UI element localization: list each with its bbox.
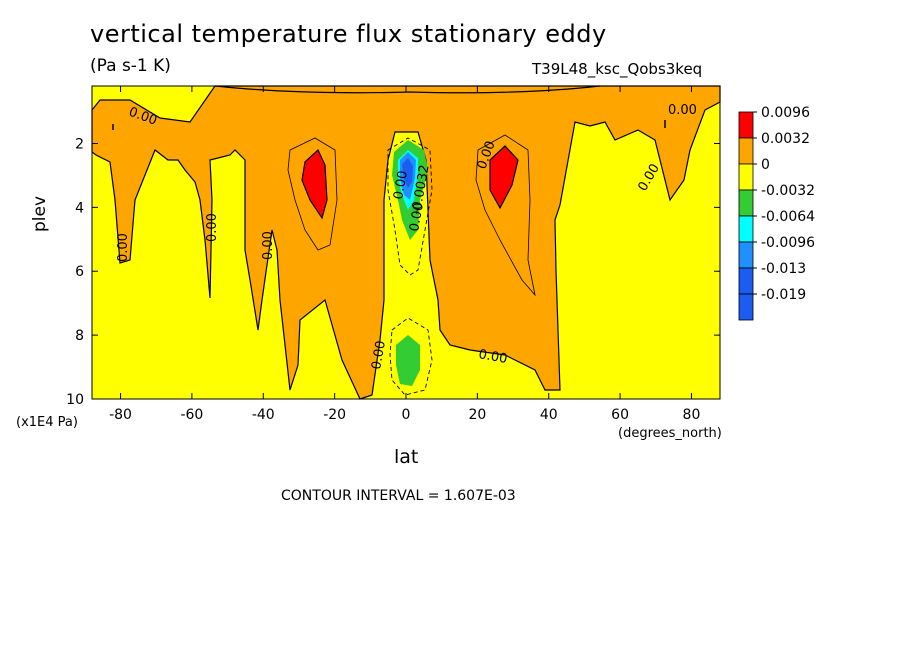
x-axis-units: (degrees_north) [618,426,722,441]
y-axis-label: plev [30,195,50,232]
legend-label: 0.0032 [761,131,810,147]
contour-label: 0.00 [668,103,697,118]
x-tick-label: -40 [252,407,275,423]
top-contour [214,85,601,94]
legend-swatch [738,189,754,217]
x-tick-label: -20 [323,407,346,423]
chart-title: vertical temperature flux stationary edd… [90,20,607,48]
contour-label: 0.00 [477,347,508,367]
legend-label: -0.0096 [761,235,815,251]
contour-interval-text: CONTOUR INTERVAL = 1.607E-03 [281,488,516,504]
contour-label: 0.00 [261,231,276,260]
y-tick-label: 6 [75,264,84,280]
legend-swatch [738,267,754,295]
y-tick-label: 2 [75,136,84,152]
x-tick-label: 60 [611,407,629,423]
x-axis: -80 -60 -40 -20 0 20 40 60 80 [109,86,700,423]
dataset-label: T39L48_ksc_Qobs3keq [532,60,703,78]
legend-label: -0.0032 [761,183,815,199]
y-tick-label: 10 [66,392,84,408]
contour-label: 0.00 [205,213,220,242]
red-max-south [301,149,328,220]
legend-label: -0.019 [761,287,806,303]
neg-dashed-lower [389,317,433,396]
contour-label: 0.00 [391,170,411,201]
contour-label: 0.00 [116,233,131,262]
legend-swatch [738,293,754,321]
contour-label: 0.00 [369,340,389,371]
darkblue-min-upper [402,158,413,188]
y-axis: 2 4 6 8 10 [66,136,720,408]
neg-dashed-upper [387,137,433,276]
legend-swatch [738,163,754,191]
legend-swatch [738,111,754,139]
x-axis-label: lat [394,446,419,468]
pos-ring-south [287,137,338,251]
x-tick-label: 0 [402,407,411,423]
chart-units: (Pa s-1 K) [90,56,171,76]
legend-swatch [738,137,754,165]
green-min-lower [396,335,420,386]
y-tick-label: 4 [75,200,84,216]
orange-region [91,85,721,400]
x-tick-label: 80 [683,407,701,423]
legend-label: -0.0064 [761,209,815,225]
y-tick-label: 8 [75,328,84,344]
legend: 0.0096 0.0032 0 -0.0032 -0.0064 -0.0096 -0.013… [738,105,815,321]
red-max-north [489,145,519,210]
legend-swatch [738,215,754,243]
legend-label: 0 [761,157,770,173]
x-tick-label: -60 [180,407,203,423]
pos-ring-north [475,134,536,297]
y-axis-units: (x1E4 Pa) [16,415,78,430]
x-tick-label: -80 [109,407,132,423]
legend-label: 0.0096 [761,105,810,121]
x-tick-label: 20 [468,407,486,423]
legend-swatch [738,241,754,269]
contour-label: 0.00 [407,202,427,233]
legend-label: -0.013 [761,261,806,277]
x-tick-label: 40 [540,407,558,423]
